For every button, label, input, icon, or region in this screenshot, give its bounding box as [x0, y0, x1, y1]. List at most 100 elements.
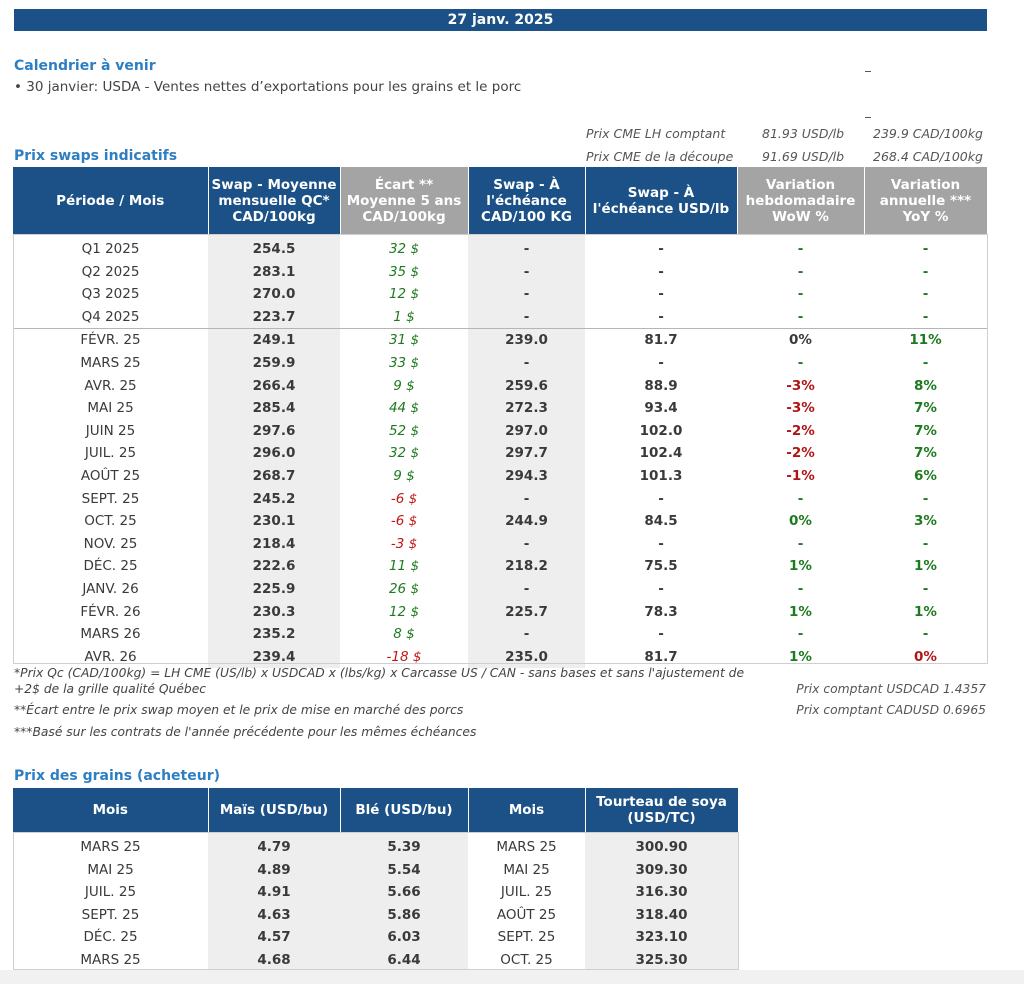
cell-soymeal: 300.90: [585, 832, 738, 859]
cell-swap-cad: 244.9: [468, 510, 585, 533]
cell-corn: 4.57: [208, 926, 340, 949]
cell-swap-cad: 294.3: [468, 464, 585, 488]
cadusd-rate: Prix comptant CADUSD 0.6965: [796, 703, 986, 717]
cell-swap-avg: 235.2: [208, 623, 340, 646]
cell-swap-avg: 245.2: [208, 487, 340, 511]
cell-period: JUIL. 25: [84, 445, 137, 462]
cell-swap-usd: -: [658, 580, 664, 597]
table-row: FÉVR. 26 230.3 12 $ 225.7 78.3 1% 1%: [13, 600, 987, 624]
tick-mark: [865, 117, 871, 118]
table-row: MARS 25 259.9 33 $ - - - -: [13, 351, 987, 375]
cell-swap-usd: 88.9: [644, 377, 678, 394]
cell-wow: 1%: [789, 558, 812, 575]
note-formula-cont: +2$ de la grille qualité Québec: [14, 682, 207, 696]
cell-wow: -: [797, 535, 804, 552]
cell-wow: -1%: [786, 467, 815, 484]
grains-title: Prix des grains (acheteur): [14, 768, 221, 784]
cell-soymeal: 309.30: [585, 858, 738, 882]
cell-yoy: 1%: [914, 603, 937, 620]
table-row: MAI 25 285.4 44 $ 272.3 93.4 -3% 7%: [13, 397, 987, 420]
cell-swap-cad: 297.7: [468, 442, 585, 465]
cell-wow: -: [797, 286, 804, 303]
cell-swap-avg: 296.0: [208, 442, 340, 465]
page-bottom-strip: [0, 970, 1024, 984]
cell-swap-usd: -: [658, 263, 664, 280]
cell-soymeal: 323.10: [585, 926, 738, 949]
cell-yoy: 7%: [914, 445, 937, 462]
cell-swap-cad: 239.0: [468, 328, 585, 352]
cell-period: Q4 2025: [81, 308, 140, 325]
cell-ecart: 32 $: [388, 445, 420, 462]
cme-lh-cad: 239.9 CAD/100kg: [873, 126, 983, 141]
note-ecart: **Écart entre le prix swap moyen et le p…: [14, 703, 464, 717]
table-row: Q2 2025 283.1 35 $ - - - -: [13, 260, 987, 284]
cell-grain-month: JUIL. 25: [84, 884, 137, 901]
cell-wow: -: [797, 241, 804, 257]
cell-swap-cad: -: [468, 260, 585, 284]
cell-ecart: 8 $: [393, 626, 415, 643]
cell-period: AVR. 25: [84, 377, 137, 394]
cell-wow: -2%: [786, 445, 815, 462]
cell-swap-avg: 297.6: [208, 419, 340, 443]
cell-period: JUIN 25: [85, 422, 136, 439]
cme-lh-label: Prix CME LH comptant: [586, 126, 726, 141]
cell-swap-cad: 235.0: [468, 645, 585, 669]
cell-swap-cad: -: [468, 577, 585, 601]
cell-period: Q2 2025: [81, 263, 140, 280]
cell-swap-avg: 218.4: [208, 532, 340, 556]
cell-swap-usd: -: [658, 535, 664, 552]
header-soymeal: Tourteau de soya (USD/TC): [585, 788, 739, 832]
cell-swap-cad: -: [468, 623, 585, 646]
cell-soymeal: 316.30: [585, 881, 738, 904]
cell-wow: -3%: [786, 377, 815, 394]
cell-period: SEPT. 25: [81, 490, 140, 507]
cell-soy-month: SEPT. 25: [497, 929, 556, 946]
cell-yoy: -: [922, 626, 929, 643]
cell-grain-month: SEPT. 25: [81, 906, 140, 923]
cell-swap-avg: 283.1: [208, 260, 340, 284]
table-row: OCT. 25 230.1 -6 $ 244.9 84.5 0% 3%: [13, 510, 987, 533]
table-row: DÉC. 25 222.6 11 $ 218.2 75.5 1% 1%: [13, 555, 987, 578]
cell-ecart: 52 $: [388, 422, 420, 439]
cell-yoy: -: [922, 308, 929, 325]
table-row: MAI 25 4.89 5.54 MAI 25 309.30: [13, 858, 738, 882]
table-row: FÉVR. 25 249.1 31 $239.0 81.7 0% 11%: [13, 328, 987, 352]
cell-wow: -: [797, 354, 804, 371]
cell-yoy: 7%: [914, 422, 937, 439]
header-yoy: Variation annuelle *** YoY %: [864, 167, 988, 234]
cell-wheat: 5.54: [340, 858, 468, 882]
cell-wow: -2%: [786, 422, 815, 439]
table-row: DÉC. 25 4.57 6.03 SEPT. 25 323.10: [13, 926, 738, 949]
cell-period: Q1 2025: [81, 241, 140, 257]
cell-ecart: 9 $: [393, 377, 415, 394]
cell-swap-usd: -: [658, 286, 664, 303]
cell-swap-cad: 218.2: [468, 555, 585, 578]
cell-ecart: 12 $: [388, 603, 420, 620]
cell-soy-month: MAI 25: [503, 861, 550, 878]
cell-swap-usd: -: [658, 626, 664, 643]
table-row: SEPT. 25 4.63 5.86 AOÛT 25 318.40: [13, 903, 738, 927]
cell-swap-avg: 254.5: [208, 234, 340, 261]
header-swap-avg: Swap - Moyenne mensuelle QC* CAD/100kg: [208, 167, 341, 234]
cell-corn: 4.68: [208, 948, 340, 972]
cell-ecart: 9 $: [393, 467, 415, 484]
table-row: JANV. 26 225.9 26 $ - - - -: [13, 577, 987, 601]
cell-period: MAI 25: [87, 400, 134, 417]
cell-swap-avg: 266.4: [208, 374, 340, 398]
cell-ecart: 44 $: [388, 400, 420, 417]
cell-ecart: 11 $: [388, 558, 420, 575]
cell-swap-usd: 102.0: [639, 422, 683, 439]
grain-header-row: Mois Maïs (USD/bu) Blé (USD/bu) Mois Tou…: [13, 788, 739, 832]
note-yoy: ***Basé sur les contrats de l'année préc…: [14, 725, 477, 739]
table-row: AVR. 26 239.4 -18 $ 235.0 81.7 1% 0%: [13, 645, 987, 669]
cell-swap-avg: 222.6: [208, 555, 340, 578]
table-row: MARS 26 235.2 8 $ - - - -: [13, 623, 987, 646]
cell-wheat: 5.66: [340, 881, 468, 904]
cell-yoy: 3%: [914, 513, 937, 530]
cell-wow: -: [797, 580, 804, 597]
cell-corn: 4.91: [208, 881, 340, 904]
grain-table: Mois Maïs (USD/bu) Blé (USD/bu) Mois Tou…: [13, 788, 739, 972]
cme-cutout-cad: 268.4 CAD/100kg: [873, 149, 983, 164]
cell-ecart: -6 $: [390, 490, 418, 507]
cell-swap-usd: -: [658, 241, 664, 257]
